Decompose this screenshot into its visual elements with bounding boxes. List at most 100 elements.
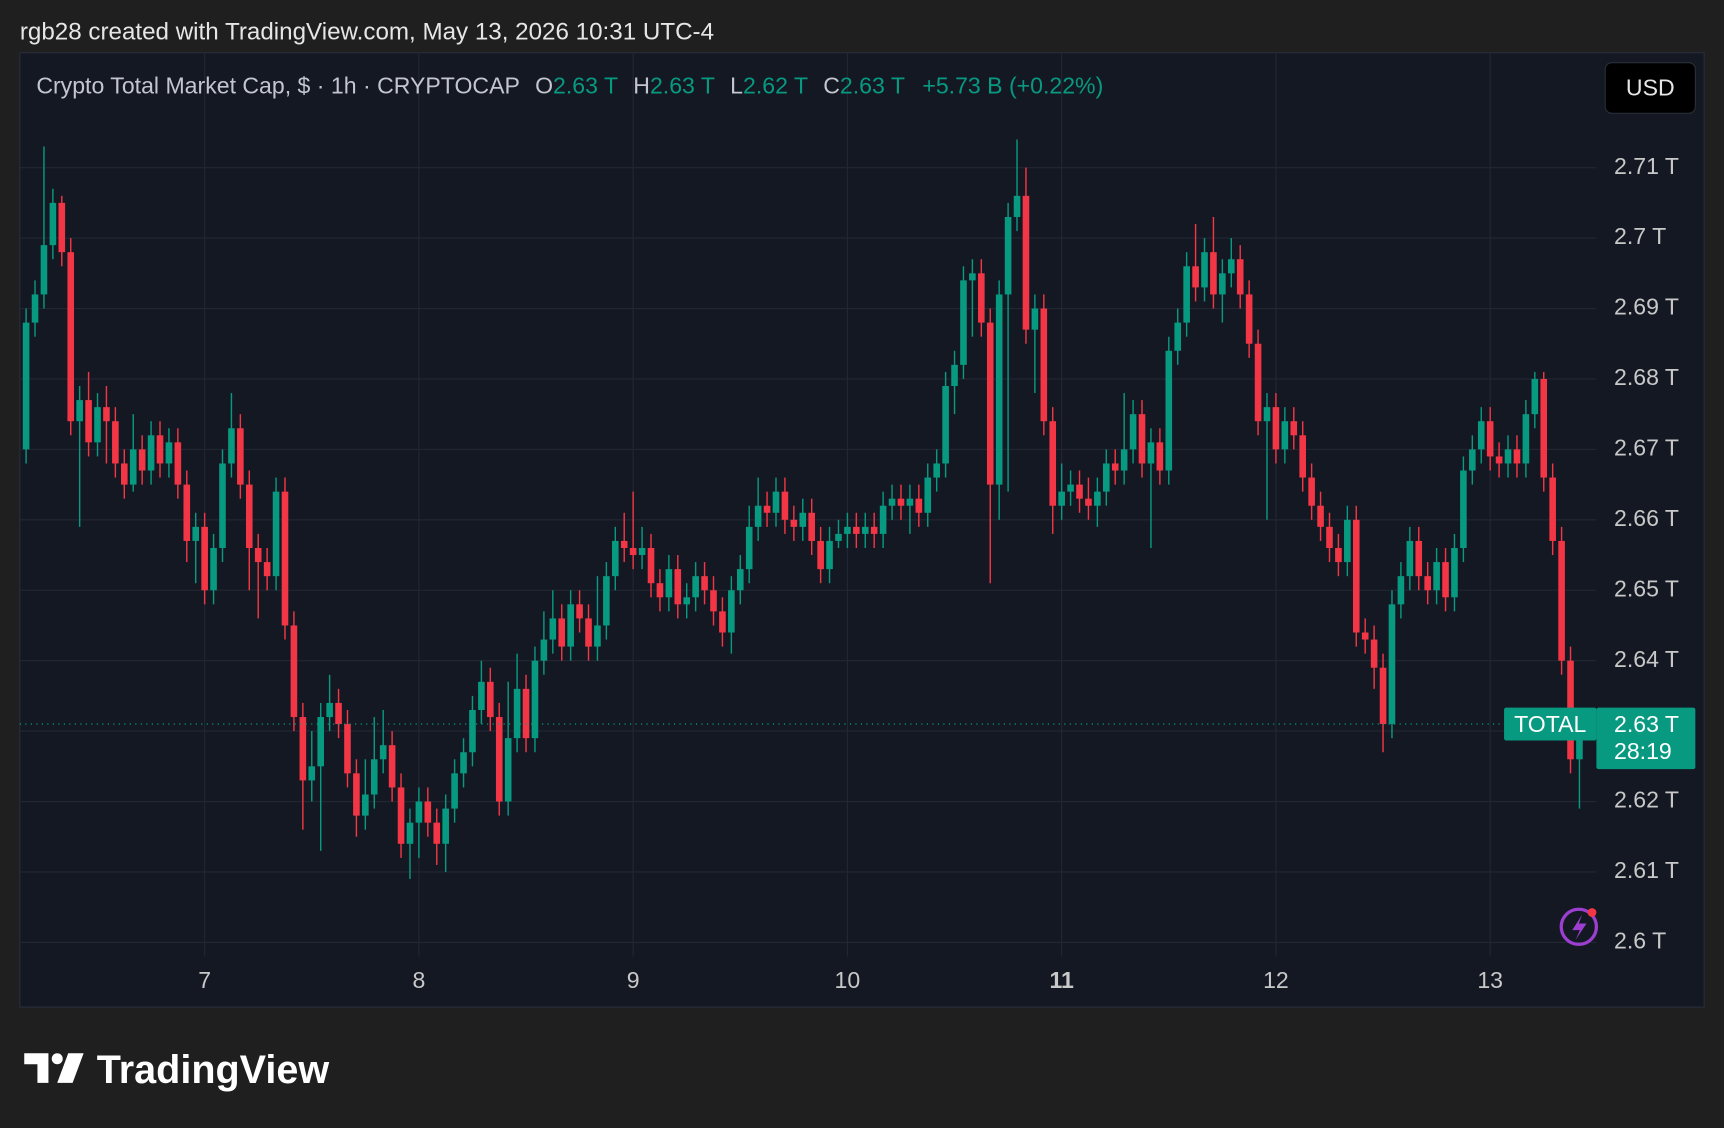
candle-body [1236,259,1244,295]
candle-body [924,477,932,513]
icon-ring[interactable] [1559,907,1599,947]
candle-body [344,724,351,774]
currency-button[interactable] [1604,62,1696,114]
candle-body [1486,421,1494,457]
candle-body [326,702,333,718]
candle-body [94,407,101,443]
candle-body [406,822,414,844]
candle-body [1344,519,1351,563]
candle-body [1558,540,1565,661]
candle-body [469,709,476,753]
candle-body [504,738,512,802]
candle-body [870,526,878,534]
candle-body [245,484,253,548]
logo-mark [57,1053,84,1083]
candle-body [1549,477,1556,541]
candle-body [986,322,994,485]
candle-body [719,611,726,633]
candle-body [1361,632,1369,640]
candle-body [379,745,387,760]
candle-body [1335,547,1342,563]
candle-body [674,569,682,605]
y-tick-label: 2.61 T [1614,857,1679,883]
legend-key: H [633,72,650,98]
candle-body [120,463,128,485]
candle-body [1004,216,1012,295]
candle-body [942,385,949,464]
candle-body [1397,576,1405,605]
candle-body [317,717,324,767]
candle-body [1504,449,1512,464]
candle-body [415,801,423,823]
candle-body [656,583,664,598]
candle-body [362,794,369,816]
candle-body [531,660,539,739]
candle-body [1379,667,1387,725]
logo-mark [51,1053,63,1065]
icon-dot[interactable] [1587,908,1597,917]
candle-body [1219,273,1226,295]
currency-label[interactable]: USD [1626,75,1675,101]
candles [22,139,1583,880]
candle-body [835,533,842,541]
icon-bolt[interactable] [1572,914,1587,940]
candle-body [85,400,92,443]
candle-body [1513,449,1521,464]
candle-body [594,625,601,647]
price-tag-label: 2.63 T [1614,711,1679,737]
y-tick-label: 2.64 T [1614,646,1679,672]
y-tick-label: 2.6 T [1614,927,1666,953]
candle-body [754,505,762,527]
candle-body [879,505,887,534]
candle-body [1129,414,1137,450]
candle-body [1210,252,1217,295]
candle-body [1406,540,1414,577]
candle-body [638,547,646,556]
legend-value: 2.63 T [650,72,715,98]
legend-change: +5.73 B (+0.22%) [922,72,1103,98]
legend-key: O [535,72,553,98]
grid: 7 8 9 10 11 12 13 2.71 T 2.7 T 2.69 T 2.68 T 2.67 T… [19,52,1679,993]
candle-body [1540,378,1548,478]
legend-value: 2.62 T [743,72,808,98]
candle-body [237,428,244,485]
candle-body [174,442,182,485]
candle-body [424,801,432,823]
candle-body [960,280,967,365]
y-tick-label: 2.62 T [1614,787,1679,813]
legend-title: Crypto Total Market Cap, $ · 1h · CRYPTO… [36,72,520,98]
candle-body [1103,463,1110,492]
candle-body [1245,294,1253,344]
candle-body [1192,266,1199,288]
y-tick-label: 2.66 T [1614,505,1679,531]
candle-body [290,625,298,718]
brand-name: TradingView [97,1048,330,1092]
candle-body [478,681,485,710]
candle-body [1495,456,1503,464]
logo-mark [24,1053,49,1083]
lightning-icon[interactable] [1559,907,1599,947]
candle-body [736,569,744,591]
candle-body [567,604,574,647]
candle-body [201,526,208,591]
legend-key: C [823,72,840,98]
candle-body [1085,498,1092,506]
candle-body [1433,562,1440,591]
candle-body [585,618,592,647]
candle-body [1522,414,1530,464]
candle-body [433,822,441,844]
candle-body [1477,421,1485,450]
candle-body [1040,308,1048,422]
candle-body [915,498,923,513]
candle-body [40,245,48,295]
candle-body [1156,442,1164,471]
candle-body [487,681,494,718]
candle-body [888,498,896,506]
candle-body [31,294,39,323]
candle-body [745,526,753,570]
candle-body [1263,407,1271,422]
candle-body [147,435,155,471]
candle-body [397,787,405,844]
